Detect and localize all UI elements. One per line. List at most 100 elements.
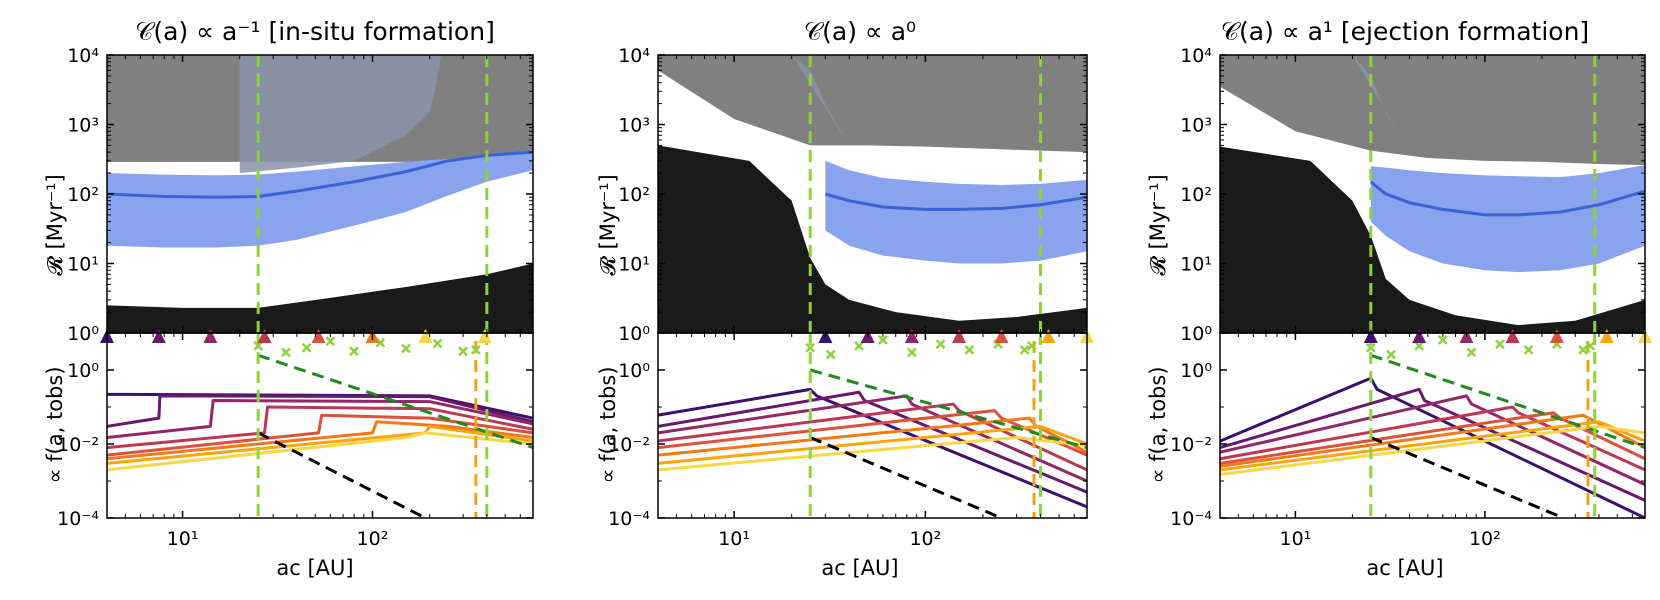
cross-marker <box>1026 340 1037 351</box>
ghost-band <box>791 55 850 146</box>
ylabel-lower-left: ∝ f(a, tobs) <box>43 366 67 483</box>
y-tick-label-lower: 10⁰ <box>1180 360 1212 382</box>
ylabel-lower-right: ∝ f(a, tobs) <box>1146 366 1170 483</box>
curve-c2 <box>1220 387 1645 502</box>
rate-band <box>825 160 1087 264</box>
excluded-lower-region <box>107 263 533 333</box>
cross-marker <box>1414 340 1425 351</box>
y-tick-label-upper: 10² <box>1180 184 1212 206</box>
cross-marker <box>1578 344 1589 355</box>
triangle-marker <box>311 329 326 343</box>
cross-marker <box>964 344 975 355</box>
triangle-marker <box>904 329 919 343</box>
panel-right: 10⁰ 10¹ 10² 10³ 10⁴ 10⁻⁴ 10⁻² 10⁰ 10¹ 10² <box>1170 45 1652 550</box>
curve-c1 <box>658 387 1087 509</box>
dashed-green-line <box>257 353 533 450</box>
ylabel-lower-middle: ∝ f(a, tobs) <box>596 366 620 483</box>
y-tick-label-lower: 10⁻² <box>1170 434 1212 456</box>
panel-left: 10⁰ 10¹ 10² 10³ 10⁴ 10⁻⁴ 10⁻² 10⁰ 10¹ 10² <box>57 45 534 550</box>
y-tick-label-lower: 10⁻⁴ <box>608 508 650 530</box>
cross-marker <box>935 339 946 350</box>
x-tick-label: 10¹ <box>718 528 750 550</box>
curve-c4 <box>1220 405 1645 472</box>
y-tick-label-upper: 10² <box>618 184 650 206</box>
cross-marker <box>854 340 864 351</box>
y-tick-label-upper: 10² <box>67 184 99 206</box>
dashed-black-line <box>257 431 427 518</box>
y-tick-label-upper: 10³ <box>1180 115 1212 137</box>
lower-plot-area <box>658 333 1087 518</box>
x-tick-label: 10² <box>1469 528 1501 550</box>
y-tick-label-upper: 10⁴ <box>67 45 99 67</box>
cross-marker <box>906 347 917 358</box>
ghost-band <box>239 55 442 174</box>
curve-c7 <box>107 424 533 465</box>
y-tick-label-lower: 10⁻⁴ <box>1170 508 1212 530</box>
cross-marker <box>349 346 359 357</box>
excluded-upper-region <box>1220 55 1645 166</box>
lower-frame <box>106 332 534 519</box>
curve-c2 <box>658 390 1087 494</box>
triangle-marker <box>1412 329 1427 343</box>
lower-frame <box>657 332 1088 519</box>
cross-marker <box>401 343 411 354</box>
cross-marker <box>253 340 264 351</box>
y-tick-label-upper: 10³ <box>67 115 99 137</box>
curve-c1 <box>1220 376 1645 518</box>
ylabel-upper-left: 𝓡 [Myr⁻¹] <box>43 174 67 275</box>
triangle-marker <box>1549 329 1564 343</box>
y-tick-label-upper: 10⁴ <box>1180 45 1212 67</box>
y-tick-label-lower: 10⁰ <box>67 360 99 382</box>
curve-c5 <box>658 409 1087 457</box>
cross-marker <box>1466 347 1477 358</box>
cross-marker <box>825 349 836 360</box>
y-tick-label-upper: 10¹ <box>67 254 99 276</box>
title-right: 𝒞(a) ∝ a¹ [ejection formation] <box>1221 17 1589 46</box>
upper-plot-area <box>658 55 1087 333</box>
y-tick-label-upper: 10⁰ <box>618 323 650 345</box>
xlabel-right: ac [AU] <box>1366 556 1443 580</box>
triangle-marker <box>257 329 272 343</box>
dashed-black-line <box>1370 436 1565 518</box>
curve-c2 <box>107 394 533 428</box>
y-tick-label-lower: 10⁻² <box>608 434 650 456</box>
cross-marker <box>301 342 312 353</box>
curve-c7 <box>658 424 1087 465</box>
ylabel-upper-middle: 𝓡 [Myr⁻¹] <box>596 174 620 275</box>
xlabel-middle: ac [AU] <box>821 556 898 580</box>
upper-plot-area <box>107 55 533 333</box>
dashed-black-line <box>809 436 1003 518</box>
title-middle: 𝒞(a) ∝ a⁰ <box>804 17 916 46</box>
lower-frame <box>1219 332 1646 519</box>
cross-marker <box>325 336 336 347</box>
cross-marker <box>1386 349 1396 360</box>
excluded-upper-region <box>658 55 1087 153</box>
cross-marker <box>432 338 443 349</box>
triangle-marker <box>477 329 492 343</box>
curve-c3 <box>658 394 1087 483</box>
triangle-marker <box>151 329 166 343</box>
cross-marker <box>458 346 468 357</box>
cross-marker <box>1019 344 1030 355</box>
excluded-lower-region <box>1220 146 1645 333</box>
x-tick-label: 10¹ <box>1280 528 1312 550</box>
triangle-marker <box>418 329 433 343</box>
cross-marker <box>878 335 888 345</box>
upper-plot-area <box>1220 55 1645 333</box>
x-tick-label: 10² <box>909 528 941 550</box>
triangle-marker <box>1505 329 1520 343</box>
y-tick-label-lower: 10⁻⁴ <box>57 508 99 530</box>
rate-band <box>107 152 533 248</box>
triangle-marker <box>994 329 1009 343</box>
excluded-lower-region <box>658 145 1087 333</box>
curve-c4 <box>107 405 533 450</box>
x-tick-label: 10¹ <box>167 528 199 550</box>
triangle-marker <box>203 329 218 343</box>
y-tick-label-lower: 10⁰ <box>618 360 650 382</box>
cross-marker <box>281 347 291 358</box>
curve-c5 <box>107 413 533 457</box>
lower-plot-area <box>107 333 533 518</box>
y-tick-label-upper: 10⁴ <box>618 45 650 67</box>
rate-median-line <box>107 150 533 199</box>
